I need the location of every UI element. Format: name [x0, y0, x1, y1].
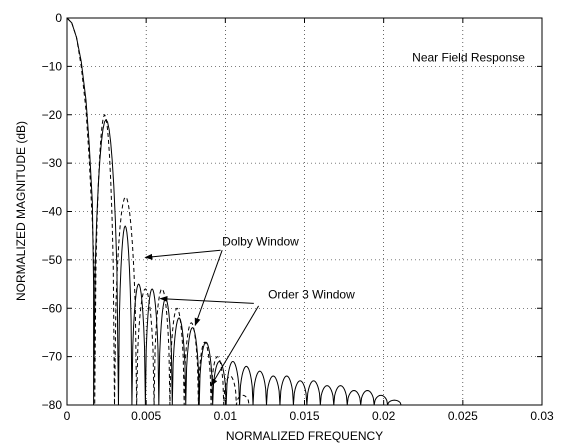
annotation-label: Dolby Window [222, 234, 299, 248]
y-tick-label: −20 [42, 108, 63, 122]
annotation-arrow [144, 249, 221, 260]
annotation-label: Order 3 Window [268, 288, 355, 302]
y-tick-label: −60 [42, 301, 63, 315]
annotation-label: Near Field Response [412, 51, 525, 65]
y-tick-label: −40 [42, 205, 63, 219]
grid [67, 18, 542, 405]
annotation-arrow [194, 250, 223, 327]
series-line-solid [66, 17, 414, 406]
x-tick-label: 0 [64, 409, 71, 423]
y-tick-label: −80 [42, 398, 63, 412]
x-tick-label: 0.025 [448, 409, 478, 423]
ticks: 0 0.005 0.01 0.015 0.02 0.025 0.03 0 −10 −20 −30 −4… [42, 11, 554, 423]
series-layer [66, 17, 414, 406]
x-tick-label: 0.015 [289, 409, 319, 423]
x-tick-label: 0.03 [530, 409, 554, 423]
x-tick-label: 0.005 [131, 409, 161, 423]
x-tick-label: 0.02 [372, 409, 396, 423]
y-tick-label: −30 [42, 156, 63, 170]
x-tick-label: 0.01 [214, 409, 238, 423]
annotation-arrow [159, 295, 254, 304]
y-axis-label: NORMALIZED MAGNITUDE (dB) [14, 121, 28, 301]
y-tick-label: −50 [42, 253, 63, 267]
y-tick-label: 0 [55, 11, 62, 25]
y-tick-label: −70 [42, 350, 63, 364]
y-tick-label: −10 [42, 59, 63, 73]
series-line-dashed [66, 17, 250, 406]
x-axis-label: NORMALIZED FREQUENCY [226, 429, 383, 443]
annotation-arrow [210, 305, 260, 387]
annotations: Near Field Response Dolby Window Order 3 W… [144, 51, 525, 387]
